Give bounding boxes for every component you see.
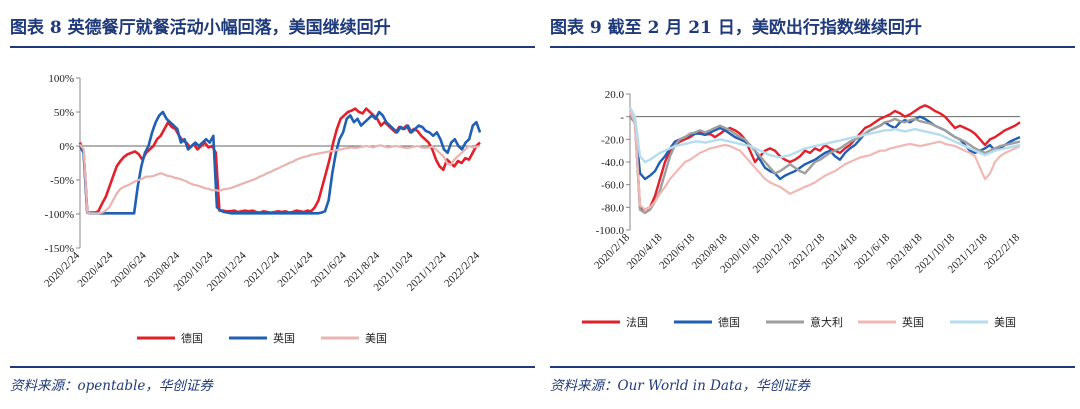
series-line-英国 [628,110,1021,211]
legend-label: 美国 [994,316,1016,329]
x-tick-label: 2021/4/24 [275,249,315,289]
series-line-美国 [79,143,481,215]
figure-title: 图表 8 英德餐厅就餐活动小幅回落，美国继续回升 [10,18,391,38]
figure-title: 图表 9 截至 2 月 21 日，美欧出行指数继续回升 [550,18,922,38]
x-tick-label: 2022/2/18 [982,231,1022,271]
y-tick-label: 50% [54,107,74,119]
y-tick-label: 0% [59,141,74,153]
legend-label: 英国 [273,331,295,345]
mobility-index-chart: 20.0--20.0-40.0-60.0-80.0-100.02020/2/18… [582,89,1022,329]
y-tick-label: -80.0 [601,202,624,214]
y-tick-label: -100% [45,209,74,221]
legend-label: 意大利 [810,315,843,329]
y-tick-label: -40.0 [601,157,624,169]
x-tick-label: 2020/6/24 [109,249,149,289]
x-tick-label: 2021/2/24 [242,249,282,289]
y-tick-label: - [620,112,624,124]
legend-label: 德国 [718,315,740,329]
x-tick-label: 2021/6/24 [309,249,349,289]
y-tick-label: 20.0 [605,89,625,101]
y-tick-label: 100% [48,73,74,85]
legend-label: 德国 [181,331,203,345]
legend-label: 法国 [626,315,648,329]
title-rule [550,46,1075,48]
source-note: 资料来源：opentable，华创证券 [10,378,213,394]
restaurant-dining-chart: 100% 50% 0% -50% -100% -150%2020/2/242020/4/2… [42,73,482,345]
legend-label: 英国 [902,315,924,329]
y-tick-label: -150% [45,243,74,255]
figure-9-panel: 图表 9 截至 2 月 21 日，美欧出行指数继续回升 20.0 - -20.0 -4… [550,0,1075,409]
series-line-意大利 [629,115,1021,215]
y-tick-label: -100.0 [596,225,625,237]
y-tick-label: -50% [50,175,74,187]
x-tick-label: 2022/2/24 [442,249,482,289]
x-tick-label: 2020/4/24 [75,249,115,289]
source-rule [550,366,1075,368]
y-tick-label: -20.0 [601,134,624,146]
series-line-英国 [78,110,482,215]
legend-label: 美国 [365,332,387,345]
figure-8-panel: 图表 8 英德餐厅就餐活动小幅回落，美国继续回升 100% 50% 0% -50% -1… [10,0,535,409]
y-tick-label: -60.0 [601,180,624,192]
x-tick-label: 2020/2/24 [42,249,82,289]
source-note: 资料来源：Our World in Data，华创证券 [550,378,810,394]
title-rule [10,46,535,48]
source-rule [10,366,535,368]
series-line-美国 [628,107,1021,164]
series-line-德国 [78,107,481,214]
